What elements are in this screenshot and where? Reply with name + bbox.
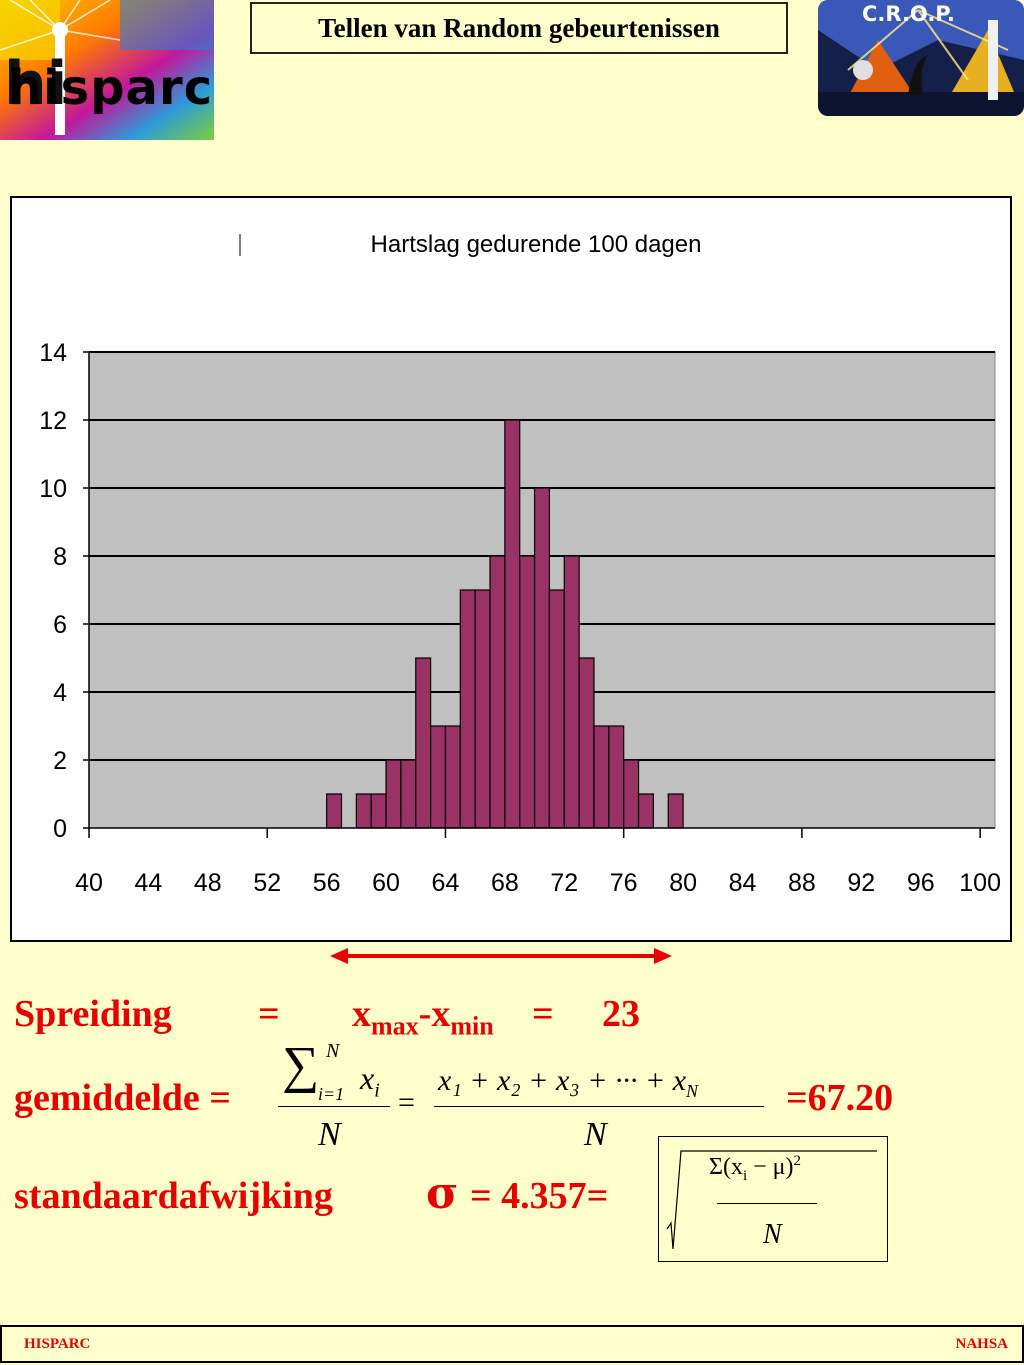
max-subscript: max [371,1011,419,1041]
std-denominator: N [763,1219,782,1250]
std-numerator: Σ(xi − μ)2 [709,1153,801,1185]
x-tick-label: 84 [729,869,757,897]
histogram-bar [385,759,402,829]
denominator-n2: N [584,1116,607,1153]
sum-symbol: ∑ [282,1037,320,1094]
footer: HISPARC NAHSA [0,1325,1024,1363]
x-tick-label: 92 [847,869,875,897]
gemiddelde-value: =67.20 [786,1077,894,1119]
min-subscript: min [450,1011,494,1041]
histogram-bar [474,589,491,829]
std-label: standaardafwijking [14,1175,333,1217]
crop-logo [818,0,1024,116]
spreiding-equals-2: = [532,993,554,1035]
x-tick-label: 88 [788,869,816,897]
x-tick-label: 68 [491,869,519,897]
std-formula-box: Σ(xi − μ)2 N [658,1136,888,1262]
sigma-symbol: σ [426,1168,459,1219]
histogram-bar [430,725,447,829]
fraction-bar-2 [434,1106,764,1107]
histogram-chart: Hartslag gedurende 100 dagen 0 2 4 6 8 10 12 14… [10,196,1012,942]
x-symbol: x [352,993,371,1035]
x-tick-label: 100 [959,869,1001,897]
range-arrow [330,948,672,964]
xi-term: xi [360,1060,380,1102]
histogram-bar [444,725,461,829]
x-tick-label: 48 [194,869,222,897]
histogram-bar [593,725,610,829]
fraction-bar-1 [278,1106,390,1107]
histogram-bar [355,793,372,829]
y-tick-label: 0 [53,815,67,843]
y-tick-label: 8 [53,543,67,571]
denominator-n1: N [318,1116,341,1153]
spreiding-label: Spreiding [14,993,172,1035]
histogram-bar [519,555,536,829]
series-last-subscript: N [686,1081,699,1101]
std-num-rest: − μ) [747,1154,794,1180]
histogram-bar [637,793,654,829]
page-title-text: Tellen van Random gebeurtenissen [318,12,720,43]
histogram-bar [563,555,580,829]
x-tick-label: 72 [550,869,578,897]
std-fraction-bar [717,1203,817,1204]
histogram-bar [504,419,521,829]
chart-title: Hartslag gedurende 100 dagen [371,231,702,258]
x-tick-label: 76 [610,869,638,897]
gemiddelde-label: gemiddelde = [14,1077,231,1119]
x-tick-label: 44 [135,869,163,897]
histogram-bar [489,555,506,829]
std-num-start: Σ(x [709,1154,743,1180]
sum-upper: N [326,1040,340,1062]
series-expression: x₁ + x₂ + x₃ + ··· + xN [438,1064,698,1102]
histogram-bar [400,759,417,829]
y-tick-label: 2 [53,747,67,775]
histogram-bar [578,657,595,829]
std-num-sub: i [742,1167,748,1184]
footer-right-text: NAHSA [955,1336,1008,1352]
histogram-bar [667,793,684,829]
y-tick-label: 12 [39,407,67,435]
sum-lower: i=1 [318,1084,345,1104]
histogram-bar [459,589,476,829]
x-tick-label: 60 [372,869,400,897]
x-tick-label: 52 [253,869,281,897]
histogram-bar [608,725,625,829]
sqrt-sign [666,1150,877,1250]
histogram-bar [415,657,432,829]
x-symbol-2: x [431,993,451,1035]
xi-symbol: x [360,1060,375,1096]
x-tick-label: 40 [75,869,103,897]
x-tick-label: 80 [669,869,697,897]
x-tick-label: 96 [907,869,935,897]
x-tick-label: 64 [432,869,460,897]
footer-left-text: HISPARC [24,1336,91,1352]
x-max-symbol: xmax-xmin [352,992,494,1042]
series-terms: x₁ + x₂ + x₃ + ··· + x [438,1064,687,1097]
x-tick-label: 56 [313,869,341,897]
hisparc-logo-text: hisparc [8,60,214,116]
minus-sign: - [418,993,432,1035]
page-title: Tellen van Random gebeurtenissen [250,2,788,54]
histogram-bar [326,793,343,829]
std-value: = 4.357= [470,1175,609,1217]
spreiding-equals: = [258,993,280,1035]
y-tick-label: 10 [39,475,67,503]
xi-subscript: i [374,1079,380,1102]
histogram-bar [533,487,551,829]
svg-text:hi: hi [4,49,67,119]
crop-logo-text: C.R.O.P. [862,2,955,26]
histogram-bar [623,759,640,829]
histogram-bar [548,589,565,829]
y-tick-label: 4 [53,679,67,707]
histogram-svg: Hartslag gedurende 100 dagen 02468101214… [39,231,1001,897]
equals-sign: = [398,1086,415,1119]
y-tick-label: 14 [39,339,67,367]
std-num-sup: 2 [793,1153,802,1169]
y-tick-label: 6 [53,611,67,639]
histogram-bar [370,793,387,829]
spreiding-value: 23 [602,993,640,1035]
hisparc-logo: hi [0,0,214,140]
